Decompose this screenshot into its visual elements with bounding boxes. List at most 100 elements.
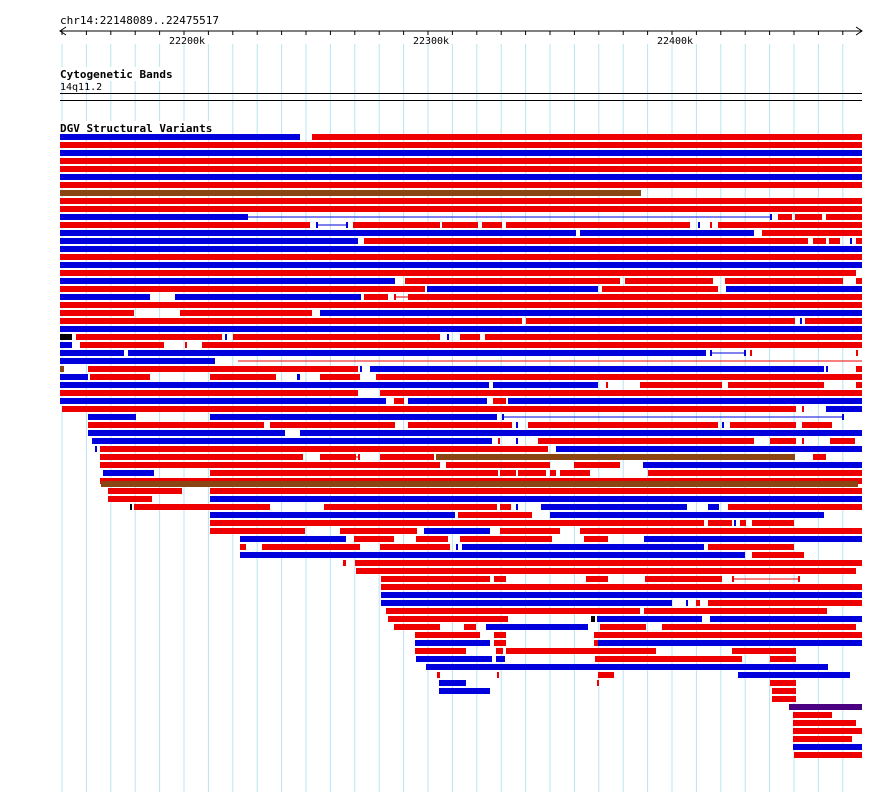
variant-feature-loss[interactable] bbox=[496, 656, 505, 662]
variant-feature-loss[interactable] bbox=[103, 470, 154, 476]
variant-feature-gain[interactable] bbox=[732, 576, 734, 582]
variant-feature-gain[interactable] bbox=[696, 600, 700, 606]
variant-feature-loss[interactable] bbox=[60, 262, 862, 268]
variant-feature-loss[interactable] bbox=[210, 512, 455, 518]
variant-feature-inversion[interactable] bbox=[789, 704, 862, 710]
variant-feature-loss[interactable] bbox=[850, 238, 852, 244]
variant-feature-gain[interactable] bbox=[829, 238, 840, 244]
variant-feature-gain[interactable] bbox=[356, 568, 856, 574]
variant-feature-gain[interactable] bbox=[80, 342, 164, 348]
variant-feature-gain[interactable] bbox=[584, 536, 608, 542]
variant-feature-gain[interactable] bbox=[380, 454, 434, 460]
variant-feature-loss[interactable] bbox=[686, 600, 688, 606]
variant-feature-gain[interactable] bbox=[437, 672, 440, 678]
coordinate-ruler[interactable]: chr14:22148089..22475517 22200k 22300k 2… bbox=[59, 14, 863, 47]
scroll-left-arrow-icon[interactable] bbox=[59, 26, 67, 36]
variant-feature-gain[interactable] bbox=[648, 470, 862, 476]
variant-feature-loss[interactable] bbox=[300, 430, 862, 436]
variant-feature-loss[interactable] bbox=[493, 382, 598, 388]
variant-feature-loss[interactable] bbox=[708, 504, 719, 510]
variant-feature-gain[interactable] bbox=[598, 632, 862, 638]
variant-feature-loss[interactable] bbox=[370, 366, 824, 372]
variant-feature-gain[interactable] bbox=[728, 382, 824, 388]
variant-feature-gain[interactable] bbox=[60, 182, 862, 188]
variant-feature-loss[interactable] bbox=[60, 246, 862, 252]
variant-feature-gain[interactable] bbox=[100, 454, 303, 460]
variant-feature-loss[interactable] bbox=[556, 446, 862, 452]
variant-feature-gain[interactable] bbox=[826, 214, 862, 220]
variant-feature-gain[interactable] bbox=[794, 752, 862, 758]
variant-feature-gain[interactable] bbox=[762, 230, 862, 236]
variant-feature-gain[interactable] bbox=[528, 422, 718, 428]
variant-feature-gain[interactable] bbox=[386, 608, 640, 614]
variant-feature-gain-loss[interactable] bbox=[60, 190, 641, 196]
variant-feature-gain[interactable] bbox=[262, 544, 360, 550]
variant-feature-gain[interactable] bbox=[730, 422, 796, 428]
variant-feature-loss[interactable] bbox=[508, 398, 862, 404]
variant-feature-loss[interactable] bbox=[597, 616, 702, 622]
variant-feature-gain[interactable] bbox=[60, 318, 522, 324]
variant-feature-gain[interactable] bbox=[60, 270, 856, 276]
variant-feature-loss[interactable] bbox=[175, 294, 361, 300]
variant-feature-gain[interactable] bbox=[856, 366, 862, 372]
variant-feature-loss[interactable] bbox=[60, 358, 215, 364]
variant-feature-gain[interactable] bbox=[88, 366, 358, 372]
variant-feature-gain[interactable] bbox=[60, 222, 310, 228]
variant-feature-gain[interactable] bbox=[376, 374, 862, 380]
variant-feature-loss[interactable] bbox=[60, 174, 862, 180]
variant-feature-gain[interactable] bbox=[405, 278, 620, 284]
variant-feature-loss[interactable] bbox=[60, 350, 124, 356]
variant-feature-gain[interactable] bbox=[90, 374, 150, 380]
variant-feature-loss[interactable] bbox=[426, 664, 828, 670]
variant-feature-loss[interactable] bbox=[240, 552, 745, 558]
variant-feature-loss[interactable] bbox=[826, 366, 828, 372]
variant-feature-loss[interactable] bbox=[427, 286, 598, 292]
variant-feature-gain[interactable] bbox=[312, 134, 862, 140]
variant-feature-gain[interactable] bbox=[813, 454, 826, 460]
variant-feature-loss[interactable] bbox=[516, 422, 518, 428]
variant-feature-gain[interactable] bbox=[100, 462, 440, 468]
scroll-right-arrow-icon[interactable] bbox=[855, 26, 863, 36]
variant-feature-gain[interactable] bbox=[708, 544, 794, 550]
variant-feature-loss[interactable] bbox=[439, 680, 466, 686]
variant-feature-loss[interactable] bbox=[447, 334, 449, 340]
variant-feature-gain[interactable] bbox=[770, 656, 796, 662]
variant-feature-gain[interactable] bbox=[108, 488, 182, 494]
variant-feature-gain[interactable] bbox=[364, 294, 388, 300]
variant-feature-loss[interactable] bbox=[580, 230, 754, 236]
variant-feature-gain[interactable] bbox=[805, 318, 862, 324]
variant-feature-loss[interactable] bbox=[800, 318, 802, 324]
variant-feature-loss[interactable] bbox=[60, 374, 88, 380]
variant-feature-loss[interactable] bbox=[240, 536, 346, 542]
variant-feature-gain[interactable] bbox=[813, 238, 826, 244]
variant-feature-gain[interactable] bbox=[793, 712, 832, 718]
variant-feature-loss[interactable] bbox=[60, 382, 489, 388]
variant-feature-gain[interactable] bbox=[856, 382, 862, 388]
variant-feature-loss[interactable] bbox=[738, 672, 850, 678]
variant-feature-gain[interactable] bbox=[602, 286, 718, 292]
variant-feature-gain[interactable] bbox=[415, 632, 480, 638]
variant-feature-gain[interactable] bbox=[802, 422, 832, 428]
variant-feature-loss[interactable] bbox=[60, 214, 248, 220]
variant-feature-gain[interactable] bbox=[464, 624, 476, 630]
variant-feature-gain[interactable] bbox=[380, 544, 450, 550]
variant-feature-gain[interactable] bbox=[324, 504, 497, 510]
variant-feature-loss[interactable] bbox=[770, 214, 772, 220]
variant-feature-loss[interactable] bbox=[60, 150, 862, 156]
variant-feature-gain[interactable] bbox=[88, 422, 264, 428]
variant-feature-gain[interactable] bbox=[798, 576, 800, 582]
variant-feature-gain[interactable] bbox=[485, 334, 862, 340]
variant-feature-gain[interactable] bbox=[108, 496, 152, 502]
variant-feature-gain[interactable] bbox=[270, 422, 395, 428]
variant-feature-loss[interactable] bbox=[826, 406, 862, 412]
variant-feature-gain[interactable] bbox=[381, 576, 490, 582]
variant-feature-loss[interactable] bbox=[698, 222, 700, 228]
variant-feature-gain[interactable] bbox=[708, 600, 862, 606]
variant-feature-loss[interactable] bbox=[381, 600, 672, 606]
variant-feature-loss[interactable] bbox=[60, 398, 386, 404]
variant-feature-gain[interactable] bbox=[394, 294, 396, 300]
variant-feature-gain[interactable] bbox=[606, 382, 608, 388]
dgv-features[interactable] bbox=[60, 134, 862, 758]
variant-feature-gain[interactable] bbox=[60, 198, 862, 204]
variant-feature-gain[interactable] bbox=[645, 576, 722, 582]
